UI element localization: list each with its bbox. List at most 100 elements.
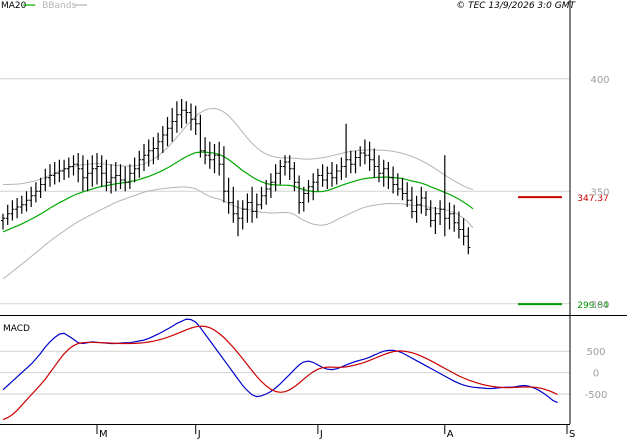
ohlc-bar [466, 227, 471, 255]
macd-line [2, 318, 558, 404]
ohlc-bar [76, 153, 81, 183]
ma20-polyline [2, 151, 474, 233]
ohlc-bar [137, 150, 142, 178]
ohlc-bar [344, 123, 349, 178]
ohlc-bar [240, 200, 245, 230]
month-tick-label: A [447, 429, 454, 440]
ohlc-bar [38, 177, 43, 198]
ohlc-bar [10, 200, 15, 221]
macd-title: MACD [3, 324, 30, 334]
ohlc-bar [90, 155, 95, 187]
ohlc-bar [447, 202, 452, 230]
ohlc-bar [33, 182, 38, 203]
ohlc-bar [362, 139, 367, 165]
ohlc-bar [170, 108, 175, 142]
ohlc-bar [19, 195, 24, 214]
month-tick-label: J [197, 429, 201, 440]
price-tick-label: 350 [590, 187, 609, 198]
ohlc-bar [391, 166, 396, 194]
ohlc-bar [57, 159, 62, 183]
ohlc-bar [377, 155, 381, 183]
ohlc-bar [424, 191, 428, 216]
ohlc-bar [409, 186, 414, 219]
ohlc-bar [217, 141, 222, 176]
ohlc-bar [395, 173, 400, 196]
ohlc-bar [132, 157, 137, 183]
ohlc-bar [80, 155, 85, 192]
ohlc-bar [306, 180, 311, 203]
ohlc-bar [5, 204, 10, 225]
ohlc-bar [311, 173, 316, 201]
ohlc-bar [297, 175, 302, 214]
ohlc-bar [254, 193, 259, 219]
ohlc-bar [250, 186, 255, 223]
ohlc-bar [372, 148, 377, 178]
ohlc-bar [113, 162, 118, 192]
ohlc-bar [189, 103, 193, 131]
y-axis: 300 350 400 -500 0 500 [585, 75, 610, 401]
ohlc-bar [461, 218, 466, 246]
resistance-label: 347.37 [577, 194, 609, 204]
ohlc-bar [334, 164, 339, 185]
ohlc-bar [381, 159, 386, 187]
signal-line [2, 325, 558, 421]
ohlc-bar [268, 173, 273, 198]
bbands-upper-line [3, 107, 474, 191]
price-tick-label: 300 [590, 300, 609, 311]
ohlc-bar [273, 164, 278, 192]
ohlc-bar [66, 157, 71, 178]
ohlc-bar [43, 168, 48, 192]
ohlc-bar [353, 150, 358, 174]
price-grid [0, 78, 570, 305]
ma20-line [2, 151, 474, 233]
support-label: 299.84 [577, 301, 609, 311]
ohlc-bar [207, 141, 212, 169]
ohlc-bar [165, 117, 170, 147]
ohlc-bar [179, 99, 184, 129]
ohlc-bar [85, 159, 90, 192]
ohlc-bar [151, 137, 156, 165]
ohlc-bar [104, 159, 109, 192]
ohlc-bar [283, 155, 287, 176]
ohlc-bar [456, 211, 461, 239]
ohlc-bar [226, 177, 231, 214]
ohlc-bar [29, 186, 34, 207]
ohlc-bar [245, 193, 250, 223]
legend: MA20 BBands [1, 1, 87, 11]
ohlc-bar [433, 207, 438, 234]
ohlc-bar [367, 141, 372, 171]
ohlc-bar [118, 164, 123, 189]
ohlc-bar [301, 186, 306, 212]
ohlc-bar [174, 101, 179, 133]
macd-lines [2, 318, 558, 421]
ohlc-bar [156, 132, 161, 160]
macd-grid [0, 350, 570, 395]
legend-label: BBands [42, 1, 76, 11]
ohlc-bar [160, 126, 165, 153]
ohlc-bar [142, 144, 146, 171]
ohlc-bar [405, 182, 410, 207]
chart-frame [0, 0, 627, 425]
legend-label: MA20 [1, 1, 27, 11]
ohlc-bar [127, 164, 132, 189]
ohlc-bar [400, 177, 405, 201]
ohlc-bar [414, 195, 419, 223]
ohlc-bar [325, 166, 330, 189]
ohlc-bar [278, 159, 283, 185]
ohlc-bar [203, 137, 208, 165]
ohlc-bar [428, 200, 433, 228]
ohlc-bar [1, 213, 5, 230]
ohlc-bar [438, 200, 443, 225]
ohlc-bar [109, 164, 114, 194]
ohlc-bar [123, 166, 128, 192]
ohlc-bar [419, 186, 424, 214]
ohlc-bar [442, 155, 447, 237]
ohlc-bar [320, 164, 325, 187]
ohlc-bar [221, 146, 226, 203]
ohlc-bar [99, 155, 104, 187]
ohlc-bar [259, 186, 264, 210]
ohlc-bar [287, 155, 292, 180]
ohlc-bar [358, 146, 363, 167]
